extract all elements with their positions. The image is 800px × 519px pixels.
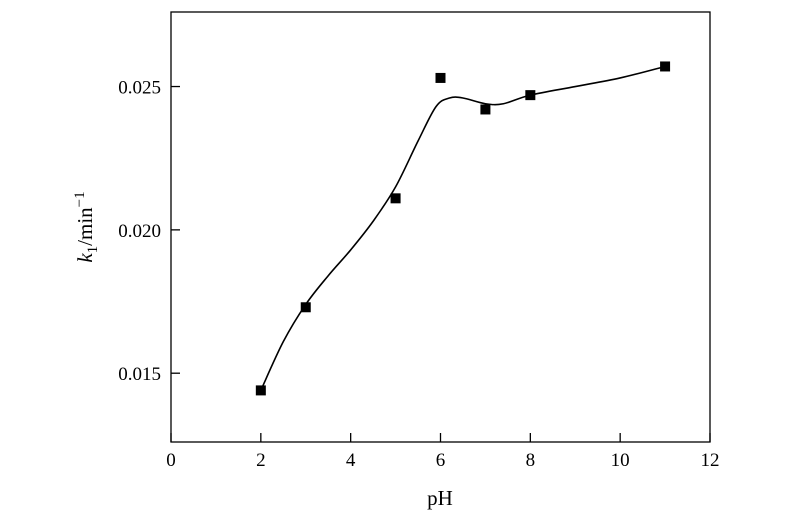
y-tick-label: 0.020 bbox=[118, 221, 161, 242]
y-axis-label-symbol: k bbox=[73, 253, 97, 263]
y-axis-label: k1/min−1 bbox=[72, 191, 101, 262]
data-point bbox=[435, 72, 446, 83]
x-tick-label: 12 bbox=[701, 450, 720, 471]
data-markers bbox=[255, 61, 671, 396]
x-tick-label: 0 bbox=[166, 450, 176, 471]
x-tick-label: 2 bbox=[256, 450, 266, 471]
y-axis-label-unit: /min bbox=[73, 207, 97, 246]
data-point bbox=[525, 90, 536, 101]
data-point bbox=[390, 193, 401, 204]
x-tick-label: 8 bbox=[526, 450, 536, 471]
x-tick-label: 10 bbox=[611, 450, 630, 471]
data-point bbox=[480, 104, 491, 115]
y-tick-label: 0.025 bbox=[118, 78, 161, 99]
y-axis: 0.015 0.020 0.025 bbox=[118, 78, 180, 385]
y-axis-label-superscript: −1 bbox=[72, 191, 88, 207]
x-tick-label: 6 bbox=[436, 450, 446, 471]
data-point bbox=[660, 61, 671, 72]
data-point bbox=[300, 302, 311, 313]
y-axis-label-subscript: 1 bbox=[85, 246, 101, 254]
x-axis: 0 2 4 6 8 10 12 bbox=[166, 433, 720, 471]
x-tick-label: 4 bbox=[346, 450, 356, 471]
y-tick-label: 0.015 bbox=[118, 364, 161, 385]
x-axis-label: pH bbox=[427, 486, 453, 510]
fit-curve bbox=[260, 65, 666, 391]
data-point bbox=[255, 385, 266, 396]
